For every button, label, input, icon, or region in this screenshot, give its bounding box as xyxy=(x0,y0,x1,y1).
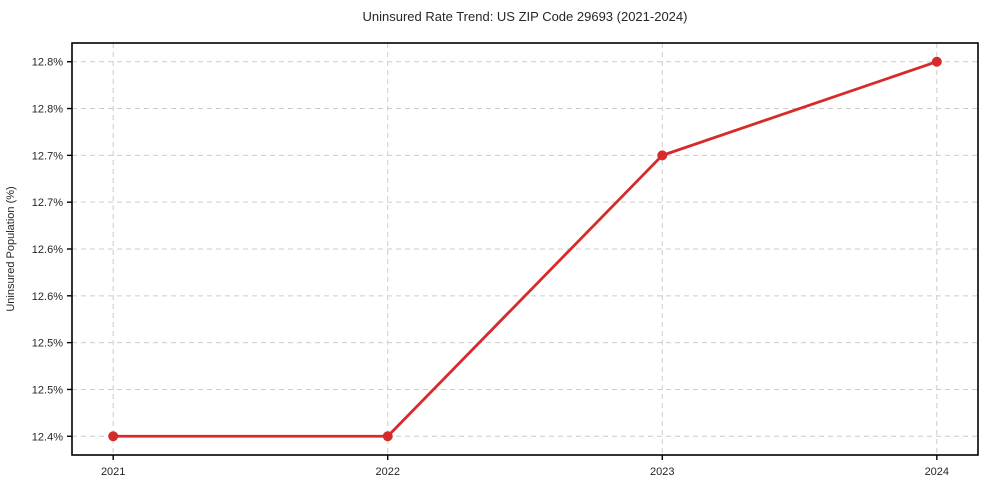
data-point-marker xyxy=(382,431,393,442)
data-point-marker xyxy=(657,150,668,161)
y-tick-label: 12.4% xyxy=(32,431,63,443)
y-tick-label: 12.8% xyxy=(32,104,63,116)
y-axis-label: Uninsured Population (%) xyxy=(5,186,17,311)
trend-line xyxy=(111,60,939,438)
plot-area: 12.4% 12.5% 12.5% 12.6% 12.6% 12.7% 12.7% 12.8%… xyxy=(32,42,979,478)
x-tick-label: 2024 xyxy=(925,466,949,478)
y-tick-label: 12.6% xyxy=(32,244,63,256)
chart-title: Uninsured Rate Trend: US ZIP Code 29693 … xyxy=(363,9,688,24)
y-tick-label: 12.5% xyxy=(32,338,63,350)
data-point-marker xyxy=(108,431,119,442)
y-tick-label: 12.7% xyxy=(32,197,63,209)
y-tick-label: 12.5% xyxy=(32,384,63,396)
x-tick-label: 2022 xyxy=(375,466,399,478)
plot-frame xyxy=(71,42,979,456)
y-tick-label: 12.8% xyxy=(32,57,63,69)
x-tick-label: 2023 xyxy=(650,466,674,478)
y-tick-label: 12.6% xyxy=(32,291,63,303)
x-tick-label: 2021 xyxy=(101,466,125,478)
data-point-marker xyxy=(931,56,942,67)
y-tick-label: 12.7% xyxy=(32,150,63,162)
